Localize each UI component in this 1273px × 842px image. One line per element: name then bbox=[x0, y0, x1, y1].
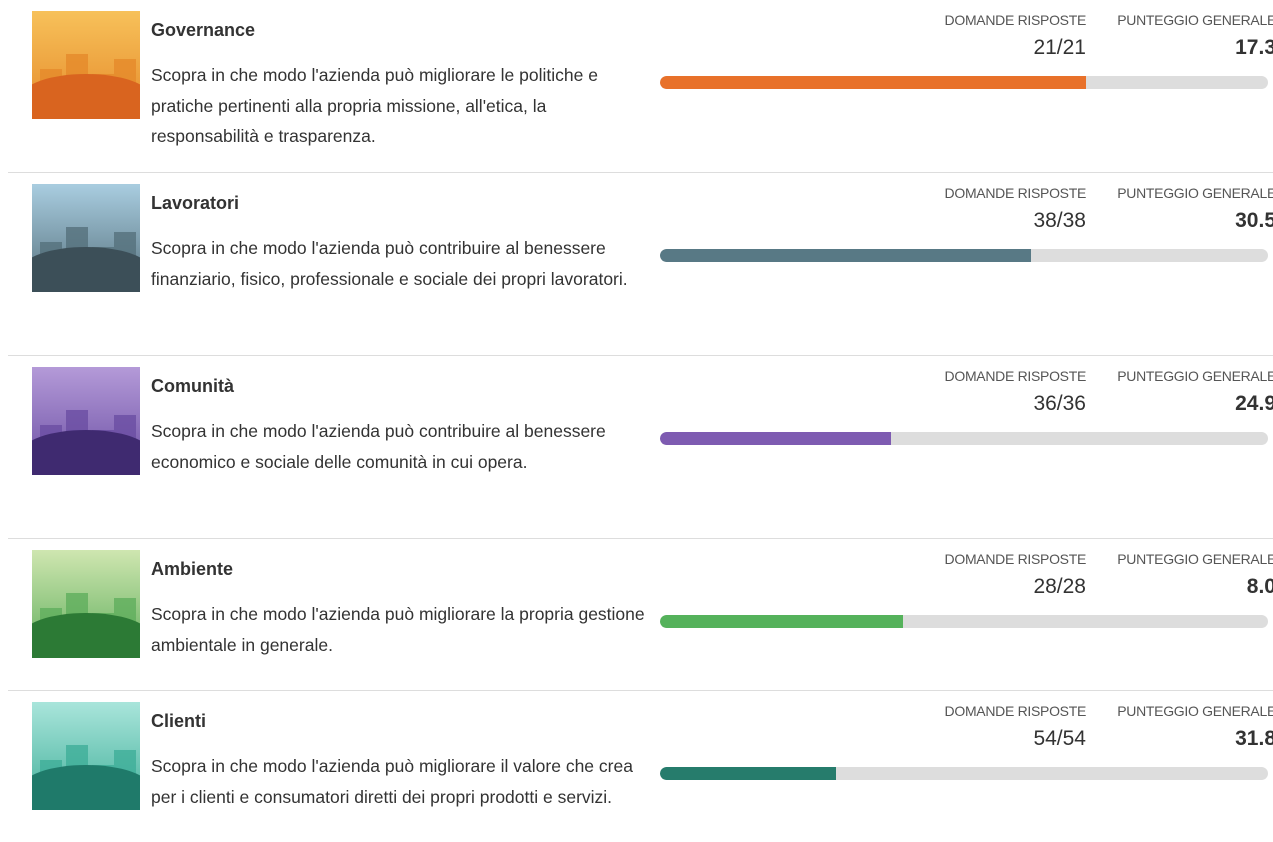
category-description: Scopra in che modo l'azienda può miglior… bbox=[151, 60, 646, 152]
thumbnail-shape bbox=[32, 765, 140, 810]
answered-label: DOMANDE RISPOSTE bbox=[945, 12, 1086, 28]
category-row: Lavoratori Scopra in che modo l'azienda p… bbox=[8, 173, 1273, 356]
progress-track bbox=[660, 615, 1268, 628]
category-description: Scopra in che modo l'azienda può contrib… bbox=[151, 416, 646, 477]
progress-track bbox=[660, 432, 1268, 445]
category-row: Comunità Scopra in che modo l'azienda può… bbox=[8, 356, 1273, 539]
score-value: 31.8 bbox=[1235, 727, 1273, 751]
category-title: Comunità bbox=[151, 376, 234, 397]
thumbnail-shape bbox=[32, 430, 140, 475]
score-label: PUNTEGGIO GENERALE bbox=[1117, 12, 1273, 28]
progress-fill bbox=[660, 615, 903, 628]
progress-track bbox=[660, 249, 1268, 262]
page: Governance Scopra in che modo l'azienda p… bbox=[0, 0, 1273, 842]
category-title: Lavoratori bbox=[151, 193, 239, 214]
progress-fill bbox=[660, 249, 1031, 262]
score-value: 24.9 bbox=[1235, 392, 1273, 416]
thumbnail-shape bbox=[32, 74, 140, 119]
answered-label: DOMANDE RISPOSTE bbox=[945, 703, 1086, 719]
thumbnail-shape bbox=[32, 247, 140, 292]
answered-label: DOMANDE RISPOSTE bbox=[945, 551, 1086, 567]
thumbnail bbox=[32, 11, 140, 119]
answered-value: 36/36 bbox=[1033, 392, 1086, 416]
category-row: Clienti Scopra in che modo l'azienda può … bbox=[8, 691, 1273, 842]
answered-label: DOMANDE RISPOSTE bbox=[945, 368, 1086, 384]
category-row: Governance Scopra in che modo l'azienda p… bbox=[8, 0, 1273, 173]
thumbnail bbox=[32, 184, 140, 292]
score-value: 17.3 bbox=[1235, 36, 1273, 60]
category-title: Clienti bbox=[151, 711, 206, 732]
score-value: 8.0 bbox=[1247, 575, 1273, 599]
progress-fill bbox=[660, 432, 891, 445]
category-row: Ambiente Scopra in che modo l'azienda può… bbox=[8, 539, 1273, 691]
score-label: PUNTEGGIO GENERALE bbox=[1117, 185, 1273, 201]
answered-value: 21/21 bbox=[1033, 36, 1086, 60]
thumbnail-shape bbox=[32, 613, 140, 658]
progress-track bbox=[660, 76, 1268, 89]
answered-value: 54/54 bbox=[1033, 727, 1086, 751]
thumbnail bbox=[32, 367, 140, 475]
answered-label: DOMANDE RISPOSTE bbox=[945, 185, 1086, 201]
category-description: Scopra in che modo l'azienda può miglior… bbox=[151, 751, 646, 812]
score-label: PUNTEGGIO GENERALE bbox=[1117, 703, 1273, 719]
category-title: Ambiente bbox=[151, 559, 233, 580]
category-description: Scopra in che modo l'azienda può miglior… bbox=[151, 599, 646, 660]
thumbnail bbox=[32, 702, 140, 810]
category-description: Scopra in che modo l'azienda può contrib… bbox=[151, 233, 646, 294]
thumbnail bbox=[32, 550, 140, 658]
category-title: Governance bbox=[151, 20, 255, 41]
answered-value: 28/28 bbox=[1033, 575, 1086, 599]
score-label: PUNTEGGIO GENERALE bbox=[1117, 368, 1273, 384]
progress-track bbox=[660, 767, 1268, 780]
progress-fill bbox=[660, 76, 1086, 89]
score-label: PUNTEGGIO GENERALE bbox=[1117, 551, 1273, 567]
score-value: 30.5 bbox=[1235, 209, 1273, 233]
answered-value: 38/38 bbox=[1033, 209, 1086, 233]
progress-fill bbox=[660, 767, 836, 780]
